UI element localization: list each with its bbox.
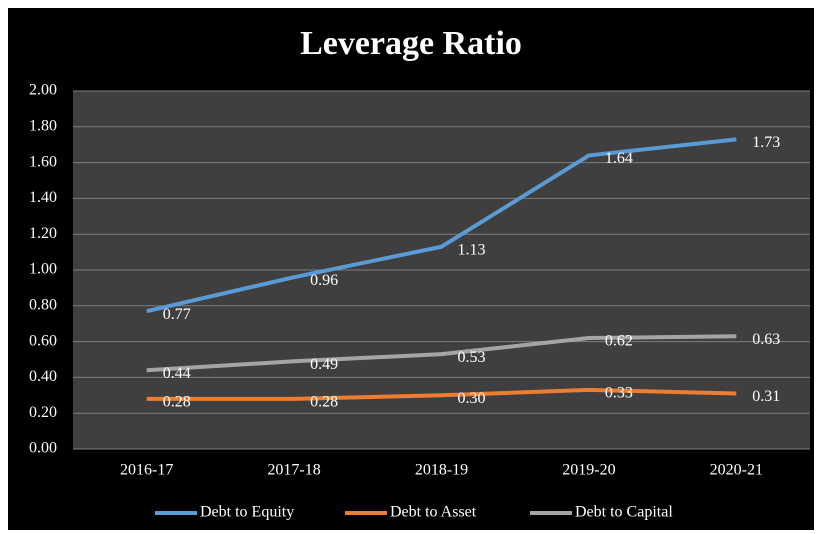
y-tick-label: 0.40 (29, 368, 57, 385)
legend-label: Debt to Equity (200, 504, 294, 521)
y-tick-label: 1.80 (29, 117, 57, 134)
x-tick-label: 2019-20 (562, 462, 615, 479)
data-label: 0.62 (605, 333, 633, 350)
y-tick-label: 0.60 (29, 332, 57, 349)
chart-title: Leverage Ratio (300, 25, 522, 62)
y-tick-label: 1.60 (29, 153, 57, 170)
series-line (146, 334, 737, 373)
data-label: 0.33 (605, 385, 633, 402)
y-tick-label: 0.80 (29, 296, 57, 313)
data-label: 0.28 (310, 394, 338, 411)
data-label: 0.44 (163, 365, 191, 382)
data-label: 0.53 (458, 349, 486, 366)
data-label: 0.31 (752, 388, 780, 405)
y-tick-label: 0.00 (29, 440, 57, 457)
data-label: 0.96 (310, 272, 338, 289)
series-line (146, 387, 737, 401)
data-label: 0.63 (752, 331, 780, 348)
data-label: 0.28 (163, 394, 191, 411)
x-tick-label: 2017-18 (267, 462, 320, 479)
x-tick-label: 2020-21 (710, 462, 763, 479)
data-label: 1.73 (752, 134, 780, 151)
y-tick-label: 1.40 (29, 189, 57, 206)
series-line (146, 137, 737, 314)
data-label: 0.49 (310, 356, 338, 373)
y-tick-label: 1.00 (29, 261, 57, 278)
data-label: 0.30 (458, 390, 486, 407)
legend-label: Debt to Capital (575, 504, 673, 521)
x-tick-label: 2016-17 (120, 462, 173, 479)
y-tick-label: 0.20 (29, 404, 57, 421)
legend-label: Debt to Asset (390, 504, 477, 521)
data-label: 1.13 (458, 241, 486, 258)
y-tick-label: 1.20 (29, 225, 57, 242)
data-label: 1.64 (605, 150, 633, 167)
data-label: 0.77 (163, 306, 191, 323)
y-tick-label: 2.00 (29, 82, 57, 99)
x-tick-label: 2018-19 (415, 462, 468, 479)
